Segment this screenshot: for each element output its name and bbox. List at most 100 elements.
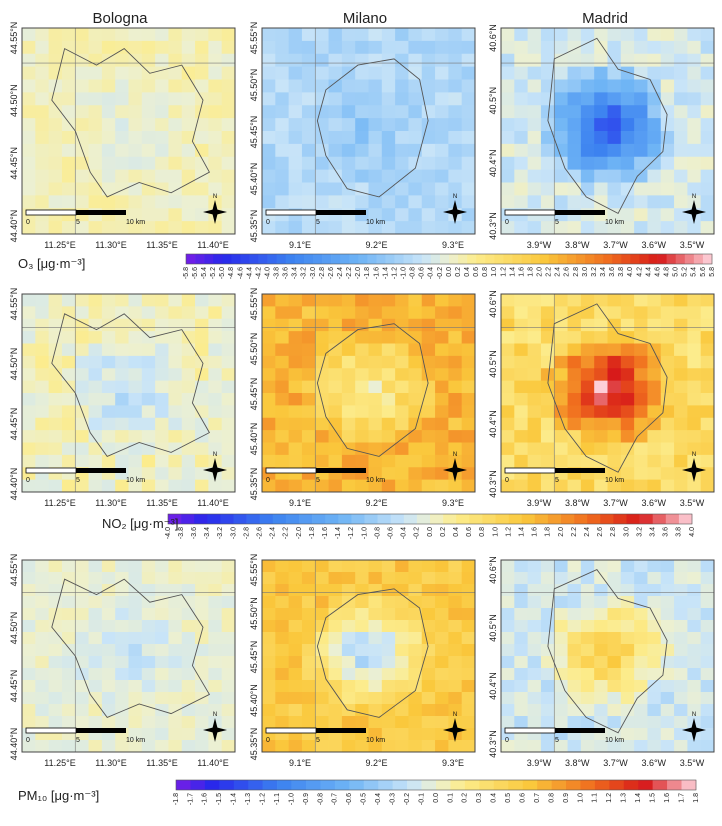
- heat-cell: [527, 143, 542, 158]
- heat-cell: [567, 692, 582, 705]
- lon-tick-label: 11.40°E: [197, 240, 228, 250]
- heat-cell: [301, 28, 316, 42]
- heat-cell: [647, 572, 662, 585]
- heat-cell: [634, 105, 648, 119]
- colorbar-swatch: [539, 254, 550, 264]
- heat-cell: [687, 53, 702, 68]
- heat-cell: [208, 131, 223, 145]
- heat-cell: [262, 294, 276, 307]
- heat-cell: [48, 417, 63, 431]
- heat-cell: [368, 716, 383, 729]
- heat-cell: [275, 79, 290, 93]
- heat-cell: [660, 306, 675, 320]
- heat-cell: [594, 28, 608, 42]
- heat-cell: [421, 405, 436, 419]
- colorbar-swatch: [537, 780, 552, 790]
- heat-cell: [368, 53, 383, 68]
- heat-cell: [221, 479, 236, 493]
- heat-cell: [168, 704, 183, 717]
- heat-cell: [328, 169, 343, 183]
- heat-cell: [195, 644, 209, 657]
- heat-cell: [514, 596, 529, 609]
- heat-cell: [315, 430, 329, 443]
- heat-cell: [195, 454, 209, 468]
- colorbar-swatch: [181, 514, 195, 524]
- colorbar-swatch: [456, 514, 470, 524]
- heat-cell: [554, 692, 568, 705]
- heat-cell: [501, 143, 515, 158]
- heat-cell: [527, 79, 542, 93]
- heat-cell: [101, 405, 116, 419]
- colorbar-swatch: [522, 780, 538, 790]
- heat-cell: [315, 680, 329, 693]
- heat-cell: [408, 131, 423, 145]
- heat-cell: [75, 79, 89, 93]
- heat-cell: [687, 118, 702, 132]
- heat-cell: [115, 668, 129, 681]
- heat-cell: [88, 66, 103, 80]
- heat-cell: [88, 182, 103, 196]
- heat-cell: [181, 28, 196, 42]
- heat-cell: [700, 479, 715, 493]
- heat-cell: [408, 442, 423, 456]
- scalebar-segment: [555, 210, 605, 215]
- heat-cell: [580, 143, 595, 158]
- lon-tick-label: 3.7°W: [603, 240, 628, 250]
- heat-cell: [128, 572, 143, 585]
- heat-cell: [101, 560, 116, 573]
- heat-cell: [395, 704, 409, 717]
- heat-cell: [567, 53, 582, 68]
- heat-cell: [540, 169, 555, 183]
- heat-cell: [208, 380, 223, 394]
- heat-cell: [141, 668, 156, 681]
- heat-cell: [208, 680, 223, 693]
- heat-cell: [700, 380, 715, 394]
- heat-cell: [687, 572, 702, 585]
- heat-cell: [288, 584, 303, 597]
- heat-cell: [181, 430, 196, 443]
- heat-cell: [208, 430, 223, 443]
- colorbar-no2: -4.0 -3.8 -3.6 -3.4 -3.2 -3.0 -2.8 -2.6 -2.4 -2.2…: [102, 513, 696, 539]
- heat-cell: [341, 195, 356, 209]
- heat-cell: [527, 40, 542, 55]
- heat-cell: [155, 318, 169, 332]
- heat-cell: [48, 479, 63, 493]
- heat-cell: [115, 131, 129, 145]
- heat-cell: [448, 560, 463, 573]
- heat-cell: [501, 405, 515, 419]
- heat-cell: [221, 716, 236, 729]
- heat-cell: [580, 620, 595, 633]
- colorbar-swatch: [594, 254, 604, 264]
- heat-cell: [674, 608, 688, 621]
- heat-cell: [540, 620, 555, 633]
- heat-cell: [620, 740, 635, 753]
- heat-cell: [461, 40, 476, 55]
- heat-cell: [315, 92, 329, 106]
- heat-cell: [301, 221, 316, 235]
- heat-cell: [580, 417, 595, 431]
- heat-cell: [687, 156, 702, 171]
- colorbar-swatch: [186, 254, 196, 264]
- heat-cell: [540, 380, 555, 394]
- colorbar-tick-label: 1.0: [577, 793, 584, 803]
- heat-cell: [141, 572, 156, 585]
- heat-cell: [607, 380, 622, 394]
- heat-cell: [607, 632, 622, 645]
- heat-cell: [75, 380, 89, 394]
- heat-cell: [634, 417, 648, 431]
- colorbar-tick-label: 1.2: [505, 527, 512, 537]
- heat-cell: [540, 656, 555, 669]
- heat-cell: [408, 195, 423, 209]
- heat-cell: [448, 66, 463, 80]
- heat-cell: [660, 92, 675, 106]
- heat-cell: [461, 632, 476, 645]
- colorbar-swatch: [665, 514, 680, 524]
- heat-cell: [368, 692, 383, 705]
- heat-cell: [115, 306, 129, 320]
- heat-cell: [501, 430, 515, 443]
- heat-cell: [35, 221, 50, 235]
- heat-cell: [620, 118, 635, 132]
- heat-cell: [168, 405, 183, 419]
- heat-cell: [461, 118, 476, 132]
- heat-cell: [128, 728, 143, 741]
